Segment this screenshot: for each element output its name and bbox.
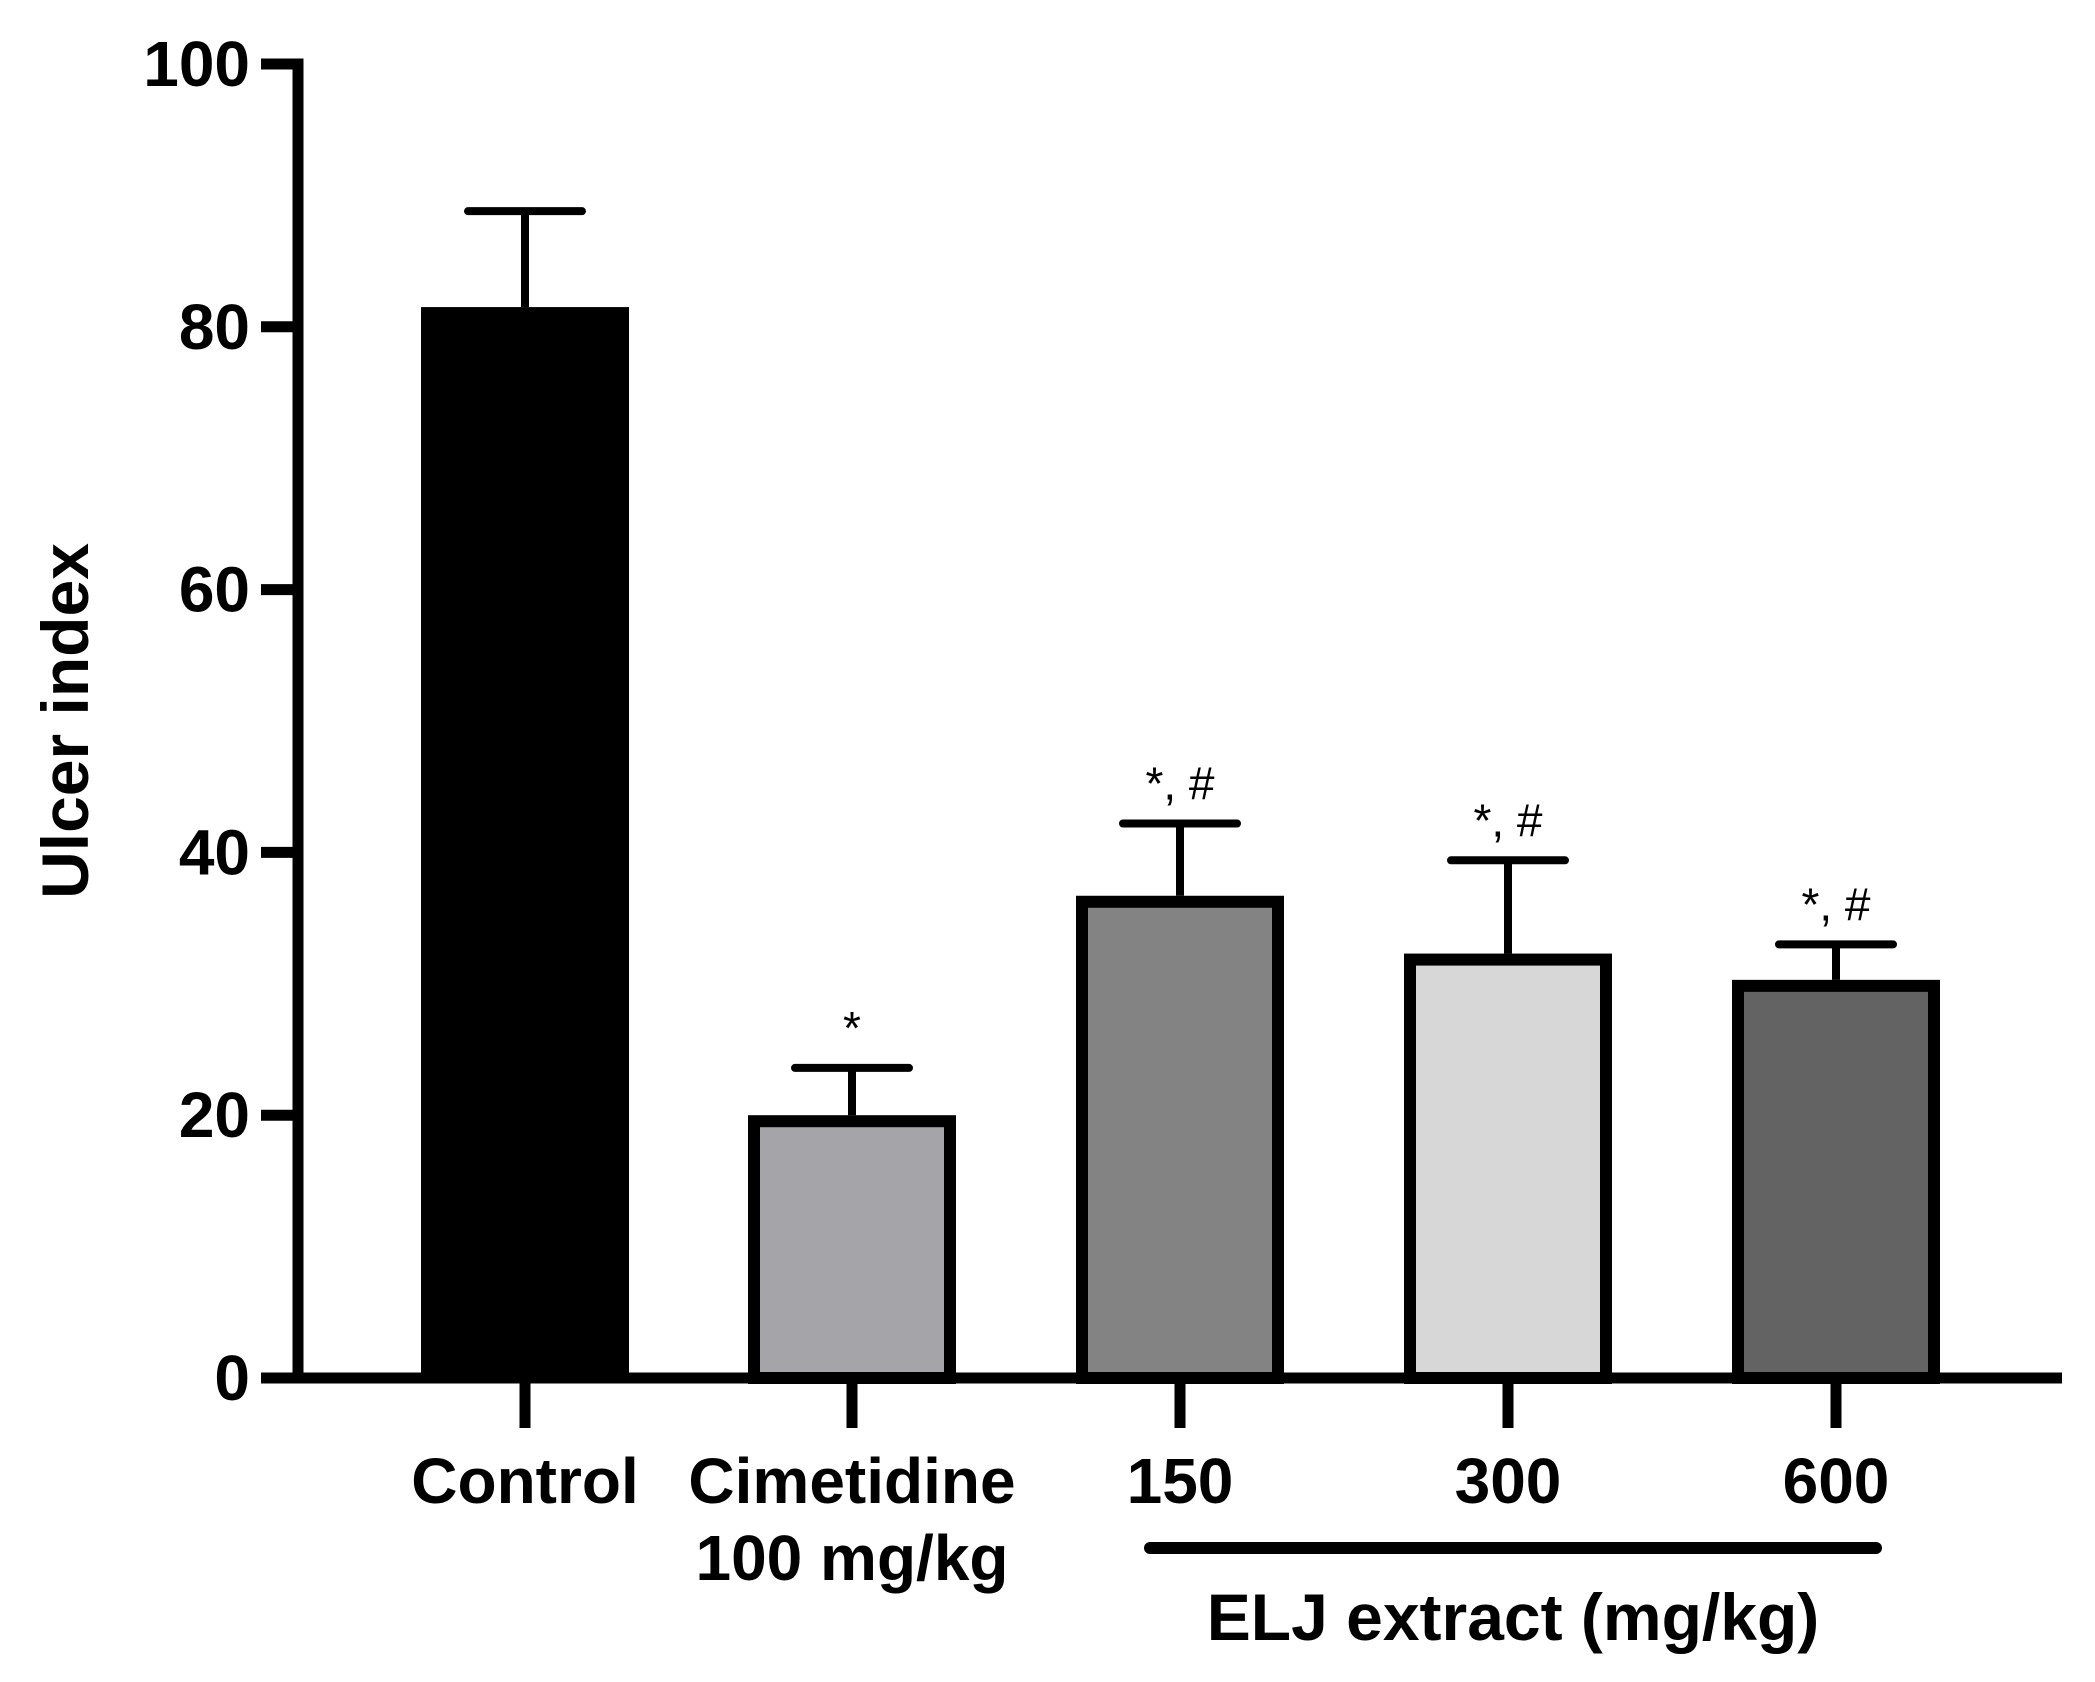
y-tick-label-40: 40 [179, 816, 250, 888]
significance-label-3: *, # [1145, 757, 1214, 809]
y-tick-label-80: 80 [179, 291, 250, 363]
bar-4 [1404, 953, 1612, 1384]
y-axis-title: Ulcer index [28, 543, 102, 899]
y-tick-label-100: 100 [143, 28, 250, 100]
x-tick-label-3: 150 [1127, 1445, 1234, 1517]
labels-layer: * *, # *, # *, # 0 20 40 60 80 100 Control Cimetidi… [28, 28, 1889, 1654]
y-tick-label-0: 0 [214, 1342, 250, 1414]
significance-label-2: * [843, 1002, 861, 1054]
bars-layer [421, 207, 1940, 1385]
x-tick-sublabel-2: 100 mg/kg [695, 1522, 1008, 1594]
axes-layer [261, 58, 2062, 1554]
x-tick-label-1: Control [411, 1445, 639, 1517]
bar-2 [748, 1115, 956, 1384]
significance-label-4: *, # [1473, 794, 1542, 846]
x-tick-label-4: 300 [1455, 1445, 1562, 1517]
bar-5 [1732, 979, 1940, 1384]
x-tick-label-2: Cimetidine [688, 1445, 1015, 1517]
y-tick-label-60: 60 [179, 554, 250, 626]
group-label: ELJ extract (mg/kg) [1207, 1580, 1820, 1654]
y-tick-label-20: 20 [179, 1079, 250, 1151]
bar-3 [1076, 895, 1284, 1385]
bar-1 [421, 307, 629, 1379]
significance-label-5: *, # [1801, 878, 1870, 930]
x-tick-label-5: 600 [1783, 1445, 1890, 1517]
